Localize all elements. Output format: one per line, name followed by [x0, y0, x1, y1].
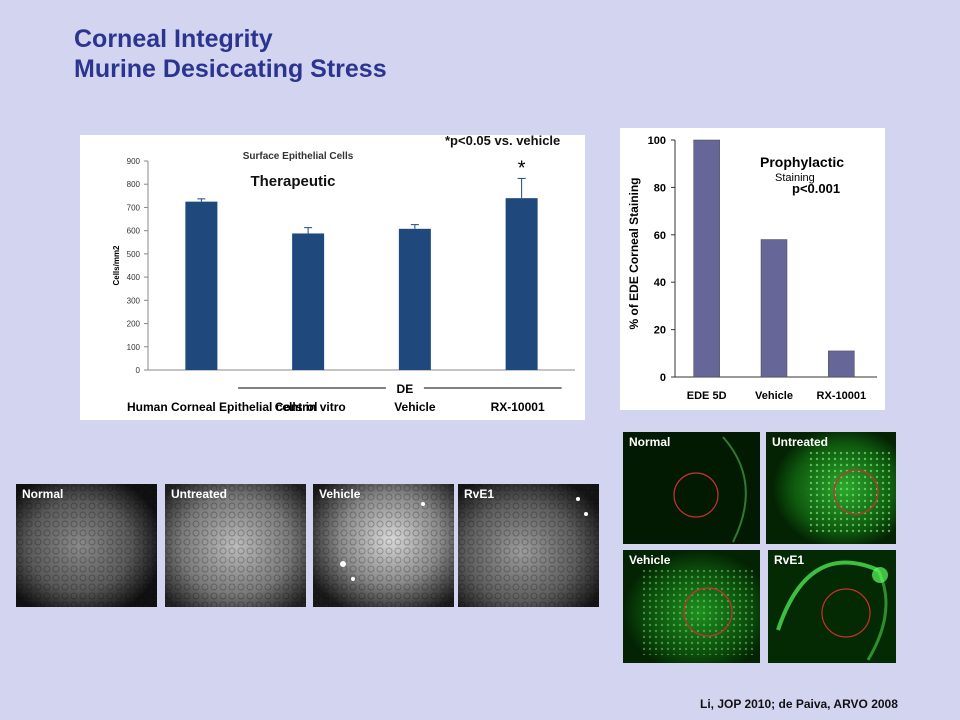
slide-title: Corneal Integrity Murine Desiccating Str…: [74, 24, 387, 84]
y-tick-label: 600: [127, 227, 141, 236]
micrograph-untreated: Untreated: [165, 484, 306, 607]
staining-untreated-picture: [766, 432, 896, 544]
y-tick-label: 900: [127, 157, 141, 166]
staining-rve1-label: RvE1: [774, 553, 805, 567]
y-tick-label: 80: [654, 182, 666, 194]
y-tick-label: 0: [660, 372, 666, 384]
title-line-1: Corneal Integrity: [74, 25, 273, 53]
y-tick-label: 0: [136, 366, 141, 375]
staining-rve1: RvE1: [768, 550, 896, 663]
y-axis-label: % of EDE Corneal Staining: [627, 177, 641, 329]
y-tick-label: 100: [648, 135, 666, 147]
x-tick-label: EDE 5D: [687, 390, 727, 402]
y-tick-label: 20: [654, 325, 666, 337]
bar: [693, 139, 720, 378]
micrograph-vehicle-picture: [313, 484, 454, 607]
x-tick-label: Vehicle: [755, 390, 793, 402]
micrograph-normal-picture: [16, 484, 157, 607]
y-tick-label: 800: [127, 180, 141, 189]
micrograph-normal-label: Normal: [22, 487, 64, 501]
citation: Li, JOP 2010; de Paiva, ARVO 2008: [700, 697, 898, 711]
micrograph-vehicle: Vehicle: [313, 484, 454, 607]
chart-title: Surface Epithelial Cells: [243, 151, 354, 162]
prophylactic-chart-svg: 0 20 40 60 80 100 % of EDE Corneal Staining Pro…: [627, 135, 877, 402]
micrograph-vehicle-label: Vehicle: [319, 487, 361, 501]
bar: [505, 198, 538, 370]
chart-subtitle: Staining: [775, 172, 815, 184]
chart-subtitle: Therapeutic: [250, 173, 335, 190]
x-tick-label: RX-10001: [817, 390, 867, 402]
micrograph-rve1: RvE1: [458, 484, 599, 607]
bar: [292, 233, 325, 370]
y-tick-label: 60: [654, 230, 666, 242]
therapeutic-chart-svg: 0 100 200 300 400 500 600 700 800 900 Cells/mm2 Sur…: [112, 135, 575, 414]
bar: [760, 239, 788, 378]
staining-untreated: Untreated: [766, 432, 896, 544]
x-tick-label: RX-10001: [491, 400, 545, 414]
staining-rve1-picture: [768, 550, 896, 663]
chart-title: Prophylactic: [760, 154, 844, 170]
prophylactic-bar-chart: 0 20 40 60 80 100 % of EDE Corneal Staining Pro…: [620, 128, 885, 410]
bar: [185, 201, 218, 370]
micrograph-untreated-label: Untreated: [171, 487, 228, 501]
staining-vehicle-label: Vehicle: [629, 553, 671, 567]
bar: [828, 350, 855, 378]
y-tick-label: 400: [127, 273, 141, 282]
y-tick-label: 500: [127, 250, 141, 259]
micrograph-rve1-picture: [458, 484, 599, 607]
staining-normal: Normal: [623, 432, 760, 544]
micrograph-rve1-label: RvE1: [464, 487, 495, 501]
y-tick-label: 40: [654, 277, 666, 289]
staining-normal-picture: [623, 432, 760, 544]
micrograph-untreated-picture: [165, 484, 306, 607]
staining-vehicle: Vehicle: [623, 550, 760, 663]
staining-untreated-label: Untreated: [772, 435, 829, 449]
x-tick-label: Human Corneal Epithelial cells in vitro: [127, 400, 346, 414]
staining-vehicle-picture: [623, 550, 760, 663]
micrograph-normal: Normal: [16, 484, 157, 607]
staining-normal-label: Normal: [629, 435, 671, 449]
title-line-2: Murine Desiccating Stress: [74, 55, 387, 83]
y-tick-label: 200: [127, 320, 141, 329]
x-tick-label: Vehicle: [394, 400, 436, 414]
y-tick-label: 700: [127, 203, 141, 212]
y-axis-label: Cells/mm2: [112, 245, 121, 286]
y-tick-label: 300: [127, 296, 141, 305]
y-tick-label: 100: [127, 343, 141, 352]
significance-annotation: p<0.001: [792, 181, 840, 196]
therapeutic-bar-chart: 0 100 200 300 400 500 600 700 800 900 Cells/mm2 Sur…: [80, 135, 585, 420]
significance-marker: *: [518, 157, 526, 179]
x-tick-label: Control: [275, 400, 318, 414]
significance-annotation: *p<0.05 vs. vehicle: [445, 135, 560, 148]
bar: [398, 228, 431, 370]
group-label: DE: [397, 382, 414, 396]
